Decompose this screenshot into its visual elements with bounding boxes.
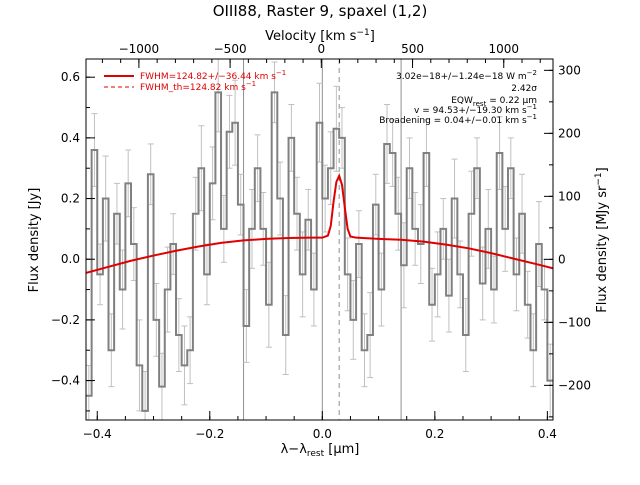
- legend-label-fwhm: FWHM=124.82+/−36.44 km s−1: [140, 69, 286, 82]
- top-tick-label-4: 1000: [488, 42, 519, 56]
- legend-label-fwhm-th: FWHM_th=124.82 km s−1: [140, 80, 256, 93]
- annotation-sigma: 2.42σ: [511, 84, 537, 94]
- annotation-eqw: EQWrest = 0.22 μm: [451, 96, 537, 108]
- y-tick-label-5: 0.6: [61, 70, 80, 84]
- y-tick-label-0: −0.4: [51, 374, 80, 388]
- x-tick-label-3: 0.2: [425, 427, 444, 441]
- y-tick-label-2: 0.0: [61, 252, 80, 266]
- right-y-axis-label: Flux density [MJy sr−1]: [594, 167, 610, 312]
- annotation-flux: 3.02e−18+/−1.24e−18 W m−2: [396, 69, 537, 82]
- top-tick-label-1: −500: [214, 42, 247, 56]
- y-tick-label-3: 0.2: [61, 192, 80, 206]
- x-axis-label: λ−λrest [μm]: [281, 442, 360, 459]
- right-tick-label-0: −200: [558, 378, 591, 392]
- plot-area: [86, 59, 553, 420]
- y-tick-label-1: −0.2: [51, 313, 80, 327]
- annotation-velocity: v = 94.53+/−19.30 km s−1: [414, 103, 537, 116]
- right-tick-label-3: 100: [558, 189, 581, 203]
- x-tick-label-4: 0.4: [538, 427, 557, 441]
- right-tick-label-1: −100: [558, 315, 591, 329]
- fit-curve: [86, 173, 553, 274]
- fit-annotations: 3.02e−18+/−1.24e−18 W m−2 2.42σ EQWrest …: [379, 69, 537, 126]
- right-tick-label-5: 300: [558, 63, 581, 77]
- right-tick-label-4: 200: [558, 126, 581, 140]
- top-tick-label-3: 500: [401, 42, 424, 56]
- chart-title: OIII88, Raster 9, spaxel (1,2): [213, 2, 428, 20]
- axes: [85, 58, 554, 421]
- x-tick-label-0: −0.4: [83, 427, 112, 441]
- top-x-axis-label: Velocity [km s−1]: [265, 28, 375, 44]
- x-tick-label-1: −0.2: [195, 427, 224, 441]
- top-tick-label-0: −1000: [119, 42, 160, 56]
- right-tick-label-2: 0: [558, 252, 566, 266]
- y-axis-label: Flux density [Jy]: [27, 188, 42, 293]
- tick-labels: −0.4 −0.2 0.0 0.2 0.4 −0.4 −0.2 0.0 0.2 0.4 0.6 −10…: [51, 42, 591, 441]
- spectrum-steps: [86, 91, 553, 412]
- top-tick-label-2: 0: [318, 42, 326, 56]
- annotation-broadening: Broadening = 0.04+/−0.01 km s−1: [379, 113, 537, 126]
- y-tick-label-4: 0.4: [61, 131, 80, 145]
- clipped-data: [86, 59, 553, 420]
- legend: FWHM=124.82+/−36.44 km s−1 FWHM_th=124.8…: [104, 69, 286, 93]
- axes-frame: [85, 58, 554, 421]
- x-tick-label-2: 0.0: [313, 427, 332, 441]
